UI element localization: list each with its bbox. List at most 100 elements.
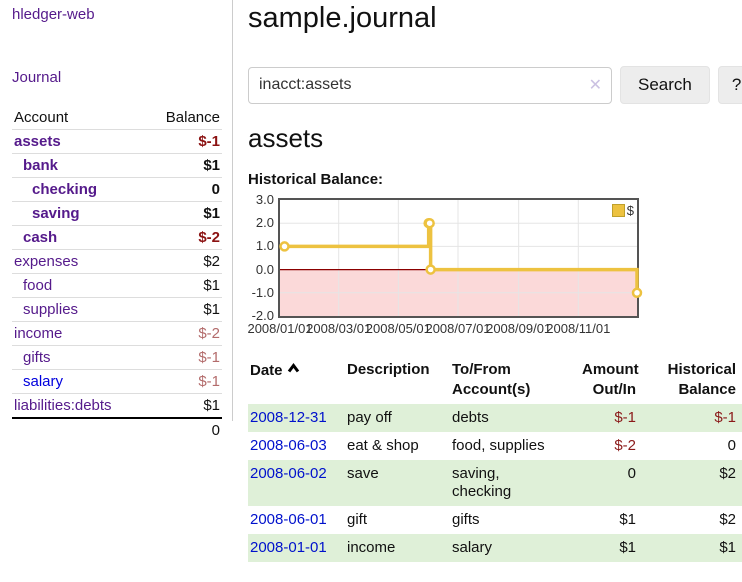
accounts-table: Account Balance assets $-1 bank $1 checking 0…	[12, 106, 222, 442]
register-amount: $-1	[614, 409, 636, 426]
account-balance: $-1	[144, 345, 222, 370]
account-link-bank[interactable]: bank	[23, 157, 59, 174]
register-table: Date Description To/From Account(s) Amoun…	[248, 356, 742, 562]
x-tick-label: 2008/09/01	[486, 321, 552, 336]
sort-asc-icon	[287, 360, 300, 380]
register-row: 2008-06-01 gift gifts $1 $2	[248, 506, 742, 534]
y-tick-label: 0.0	[255, 261, 274, 277]
register-description: pay off	[347, 409, 392, 426]
account-balance: $1	[144, 273, 222, 298]
register-tofrom-accounts: debts	[452, 409, 489, 426]
account-row: salary $-1	[12, 369, 222, 394]
account-link-supplies[interactable]: supplies	[23, 301, 79, 318]
app-title-link[interactable]: hledger-web	[12, 6, 95, 23]
register-description: gift	[347, 511, 368, 528]
account-link-cash[interactable]: cash	[23, 229, 58, 246]
register-row: 2008-12-31 pay off debts $-1 $-1	[248, 404, 742, 432]
y-tick-label: -2.0	[251, 308, 274, 323]
account-row: checking 0	[12, 177, 222, 202]
account-row: expenses $2	[12, 249, 222, 274]
transaction-date-link[interactable]: 2008-12-31	[250, 409, 327, 426]
account-balance: $-2	[144, 321, 222, 346]
account-balance: $-1	[144, 369, 222, 394]
account-link-liabilities-debts[interactable]: liabilities:debts	[14, 397, 112, 414]
chart-legend: $	[611, 203, 634, 218]
account-balance: $1	[144, 393, 222, 419]
transaction-date-link[interactable]: 2008-06-03	[250, 437, 327, 454]
register-balance: $1	[719, 539, 736, 556]
y-tick-label: 1.0	[255, 238, 274, 254]
register-description: eat & shop	[347, 437, 419, 454]
register-tofrom-accounts: saving, checking	[452, 465, 512, 500]
account-row: cash $-2	[12, 225, 222, 250]
register-row: 2008-06-02 save saving, checking 0 $2	[248, 460, 742, 506]
accounts-total-row: 0	[12, 417, 222, 442]
account-row: liabilities:debts $1	[12, 393, 222, 419]
register-description: save	[347, 465, 379, 482]
register-amount: $1	[619, 539, 636, 556]
page-title: sample.journal	[248, 2, 437, 34]
register-date-cell: 2008-06-01	[248, 506, 345, 534]
account-link-assets[interactable]: assets	[14, 133, 61, 150]
register-date-cell: 2008-12-31	[248, 404, 345, 432]
account-row: gifts $-1	[12, 345, 222, 370]
account-balance: $2	[144, 249, 222, 274]
register-balance: 0	[727, 437, 736, 454]
account-link-salary[interactable]: salary	[23, 373, 64, 390]
register-date-cell: 2008-01-01	[248, 534, 345, 562]
account-title: assets	[248, 123, 324, 153]
register-description: income	[347, 539, 396, 556]
account-balance: $1	[144, 153, 222, 178]
main-content: sample.journal ✕ Search ? assets Histori…	[247, 0, 742, 562]
account-row: income $-2	[12, 321, 222, 346]
account-link-checking[interactable]: checking	[32, 181, 98, 198]
register-amount: 0	[627, 465, 636, 482]
y-tick-label: -1.0	[251, 284, 274, 300]
accounts-total-balance: 0	[144, 417, 222, 442]
sidebar-item-journal[interactable]: Journal	[12, 69, 62, 86]
transaction-date-link[interactable]: 2008-06-02	[250, 465, 327, 482]
account-row: food $1	[12, 273, 222, 298]
search-input[interactable]	[248, 66, 612, 104]
x-tick-label: 2008/11/01	[546, 321, 611, 336]
account-link-gifts[interactable]: gifts	[23, 349, 51, 366]
x-tick-label: 2008/05/01	[365, 321, 431, 336]
register-header-amount: Amount Out/In	[582, 361, 639, 398]
transaction-date-link[interactable]: 2008-06-01	[250, 511, 327, 528]
register-tofrom-accounts: gifts	[452, 511, 480, 528]
legend-swatch	[611, 204, 625, 217]
register-amount: $-2	[614, 437, 636, 454]
sidebar: hledger-web Journal Account Balance asse…	[0, 0, 232, 442]
x-tick-label: 2008/03/01	[306, 321, 372, 336]
register-tofrom-accounts: salary	[452, 539, 493, 556]
account-link-food[interactable]: food	[23, 277, 53, 294]
search-button[interactable]: Search	[620, 66, 710, 104]
account-row: saving $1	[12, 201, 222, 226]
account-balance: $-1	[144, 129, 222, 154]
register-date-cell: 2008-06-02	[248, 460, 345, 506]
clear-search-icon[interactable]: ✕	[588, 76, 602, 94]
register-balance: $2	[719, 465, 736, 482]
account-balance: $1	[144, 201, 222, 226]
x-tick-label: 2008/01/01	[247, 321, 313, 336]
account-row: bank $1	[12, 153, 222, 178]
legend-label: $	[626, 203, 634, 218]
register-balance: $-1	[714, 409, 736, 426]
x-tick-label: 2008/07/01	[425, 321, 491, 336]
account-row: assets $-1	[12, 129, 222, 154]
register-header-date[interactable]: Date	[248, 356, 345, 404]
y-tick-label: 2.0	[255, 215, 274, 231]
transaction-date-link[interactable]: 2008-01-01	[250, 539, 327, 556]
account-link-income[interactable]: income	[14, 325, 63, 342]
register-header-row: Date Description To/From Account(s) Amoun…	[248, 356, 742, 404]
accounts-header-balance: Balance	[144, 106, 222, 130]
help-button[interactable]: ?	[717, 66, 742, 104]
register-row: 2008-01-01 income salary $1 $1	[248, 534, 742, 562]
historical-balance-chart: 3.0 2.0 1.0 0.0 -1.0 -2.0 $ 2008/01/01 2008/03…	[247, 193, 742, 340]
register-header-tofrom: To/From Account(s)	[452, 361, 531, 398]
register-tofrom-accounts: food, supplies	[452, 437, 545, 454]
account-link-saving[interactable]: saving	[32, 205, 80, 222]
chart-canvas	[279, 200, 643, 316]
register-date-cell: 2008-06-03	[248, 432, 345, 460]
account-link-expenses[interactable]: expenses	[14, 253, 79, 270]
